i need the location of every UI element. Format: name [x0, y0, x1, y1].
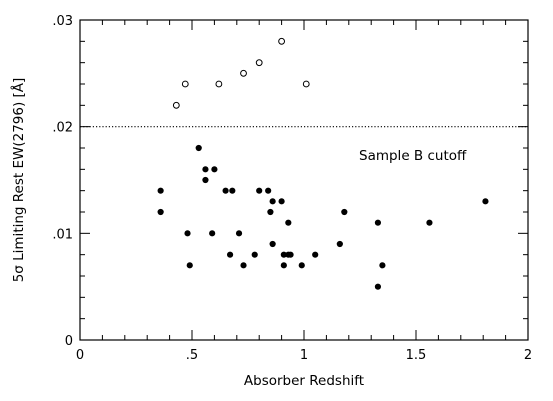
x-tick-label: 1.5 — [406, 348, 427, 363]
y-tick-label: .02 — [52, 121, 73, 136]
axis-ticks — [79, 19, 529, 341]
filled-data-point — [186, 262, 193, 269]
filled-data-point — [278, 198, 285, 205]
filled-data-point — [240, 262, 247, 269]
filled-data-point — [251, 251, 258, 258]
y-tick-label: .03 — [52, 14, 73, 29]
filled-data-point — [265, 187, 272, 194]
open-data-point — [255, 59, 263, 67]
filled-data-point — [211, 166, 218, 173]
filled-data-point — [379, 262, 386, 269]
filled-data-point — [222, 187, 229, 194]
open-data-point — [181, 80, 189, 88]
filled-data-point — [280, 262, 287, 269]
filled-data-point — [298, 262, 305, 269]
data-points — [157, 37, 489, 290]
filled-data-point — [285, 219, 292, 226]
filled-data-point — [202, 176, 209, 184]
y-axis-label: 5σ Limiting Rest EW(2796) [Å] — [10, 78, 27, 283]
y-tick-label: .01 — [52, 227, 73, 242]
open-data-point — [172, 101, 180, 109]
open-data-point — [278, 37, 286, 45]
x-tick-label: 2 — [524, 348, 532, 363]
filled-data-point — [269, 240, 276, 248]
y-tick-label: 0 — [65, 334, 73, 349]
filled-data-point — [235, 230, 243, 237]
filled-data-point — [256, 187, 263, 194]
x-axis-label: Absorber Redshift — [244, 373, 364, 389]
open-data-point — [302, 80, 310, 88]
filled-data-point — [374, 283, 382, 290]
filled-data-point — [267, 208, 274, 216]
x-tick-label: .5 — [186, 348, 198, 363]
filled-data-point — [209, 230, 216, 237]
filled-data-point — [426, 219, 433, 226]
x-tick-label: 0 — [76, 348, 84, 363]
plot-frame — [79, 19, 529, 341]
open-data-point — [240, 69, 247, 77]
filled-data-point — [269, 198, 276, 205]
open-data-point — [215, 80, 223, 88]
x-tick-label: 1 — [300, 348, 308, 363]
filled-data-point — [226, 251, 234, 258]
cutoff-annotation: Sample B cutoff — [359, 148, 467, 164]
filled-data-point — [157, 187, 164, 194]
filled-data-point — [336, 240, 343, 248]
filled-data-point — [287, 251, 294, 258]
filled-data-point — [312, 251, 319, 258]
tick-labels: 0 .5 1 1.5 2 0 .01 .02 .03 — [52, 14, 532, 363]
filled-data-point — [374, 219, 382, 226]
filled-data-point — [482, 198, 489, 205]
filled-data-point — [184, 230, 191, 237]
filled-data-point — [229, 187, 236, 194]
filled-data-point — [202, 166, 209, 173]
filled-data-point — [157, 208, 164, 216]
filled-data-point — [341, 208, 348, 216]
filled-data-point — [195, 144, 202, 152]
